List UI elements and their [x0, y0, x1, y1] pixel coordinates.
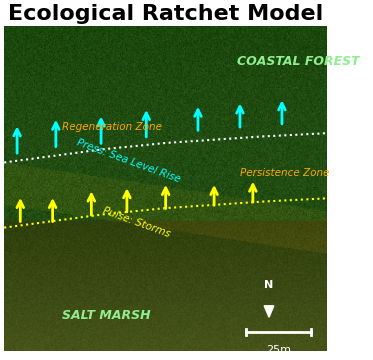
- Text: N: N: [264, 279, 274, 289]
- Text: Regeneration Zone: Regeneration Zone: [62, 122, 162, 132]
- Polygon shape: [264, 306, 274, 317]
- Text: 25m: 25m: [266, 345, 291, 355]
- Text: Persistence Zone: Persistence Zone: [240, 167, 329, 177]
- Text: COASTAL FOREST: COASTAL FOREST: [237, 55, 359, 68]
- Title: Ecological Ratchet Model: Ecological Ratchet Model: [8, 4, 323, 24]
- Text: Press: Sea Level Rise: Press: Sea Level Rise: [75, 137, 182, 184]
- Text: SALT MARSH: SALT MARSH: [62, 309, 151, 322]
- Text: Pulse: Storms: Pulse: Storms: [101, 206, 171, 239]
